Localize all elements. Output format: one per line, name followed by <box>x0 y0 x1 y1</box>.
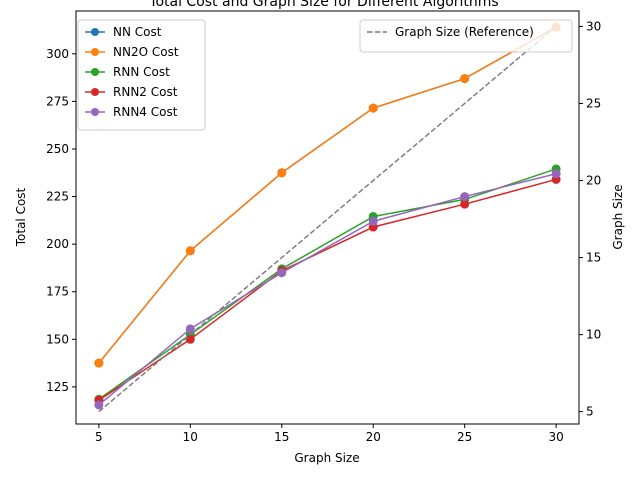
y2-tick-label: 20 <box>586 174 601 188</box>
data-point <box>94 400 104 410</box>
x-tick-label: 15 <box>274 430 289 444</box>
x-tick-label: 5 <box>95 430 103 444</box>
legend-entry: RNN4 Cost <box>113 105 178 119</box>
series-2 <box>94 164 561 404</box>
series-line <box>98 26 557 364</box>
y-tick-label: 250 <box>46 142 69 156</box>
y2-tick-label: 10 <box>586 328 601 342</box>
series-3 <box>94 174 561 405</box>
x-axis: 5 10 15 20 25 30 <box>95 424 564 444</box>
y-tick-label: 200 <box>46 237 69 251</box>
data-point <box>460 74 470 84</box>
y2-tick-label: 30 <box>586 19 601 33</box>
y2-tick-label: 15 <box>586 251 601 265</box>
y-tick-label: 175 <box>46 285 69 299</box>
y-tick-label: 225 <box>46 190 69 204</box>
legend-box <box>359 19 573 53</box>
y-axis-left: 125 150 175 200 225 250 275 300 <box>46 47 76 394</box>
x-tick-label: 30 <box>548 430 563 444</box>
data-point <box>277 268 287 278</box>
y-axis-label: Total Cost <box>14 187 28 247</box>
data-point <box>185 324 195 334</box>
y-tick-label: 300 <box>46 47 69 61</box>
legend-marker <box>91 28 99 36</box>
legend-marker <box>91 108 99 116</box>
data-point <box>185 246 195 256</box>
legend-left: NN Cost NN2O Cost RNN Cost RNN2 Cost RNN4 Co… <box>77 19 206 131</box>
data-point <box>551 169 561 179</box>
series-line <box>98 168 557 400</box>
legend-entry: NN2O Cost <box>113 45 179 59</box>
series-5 <box>98 25 557 413</box>
data-point <box>277 168 287 178</box>
series-line <box>98 173 557 406</box>
data-point <box>368 216 378 226</box>
x-tick-label: 10 <box>183 430 198 444</box>
legend-entry: NN Cost <box>113 25 162 39</box>
y-tick-label: 125 <box>46 380 69 394</box>
x-axis-label: Graph Size <box>294 451 359 465</box>
series-layer <box>94 22 561 413</box>
data-point <box>94 358 104 368</box>
legend-marker <box>91 88 99 96</box>
data-point <box>368 103 378 113</box>
data-point <box>460 199 470 209</box>
y-axis-right: 5 10 15 20 25 30 <box>579 19 601 419</box>
series-4 <box>94 169 561 410</box>
legend-box <box>77 19 206 131</box>
y-tick-label: 150 <box>46 332 69 346</box>
legend-entry: RNN2 Cost <box>113 85 178 99</box>
x-tick-label: 25 <box>457 430 472 444</box>
legend-entry: Graph Size (Reference) <box>395 25 534 39</box>
y2-axis-label: Graph Size <box>611 184 625 249</box>
legend-marker <box>91 48 99 56</box>
y2-tick-label: 5 <box>586 405 594 419</box>
series-line <box>98 178 557 401</box>
series-line <box>98 25 557 413</box>
x-tick-label: 20 <box>366 430 381 444</box>
data-point <box>460 192 470 202</box>
y-tick-label: 275 <box>46 94 69 108</box>
legend-entry: RNN Cost <box>113 65 170 79</box>
data-point <box>185 334 195 344</box>
plot-frame <box>75 10 580 425</box>
legend-marker <box>91 68 99 76</box>
chart-title: Total Cost and Graph Size for Different … <box>148 0 498 10</box>
y2-tick-label: 25 <box>586 96 601 110</box>
legend-right: Graph Size (Reference) <box>359 19 573 53</box>
